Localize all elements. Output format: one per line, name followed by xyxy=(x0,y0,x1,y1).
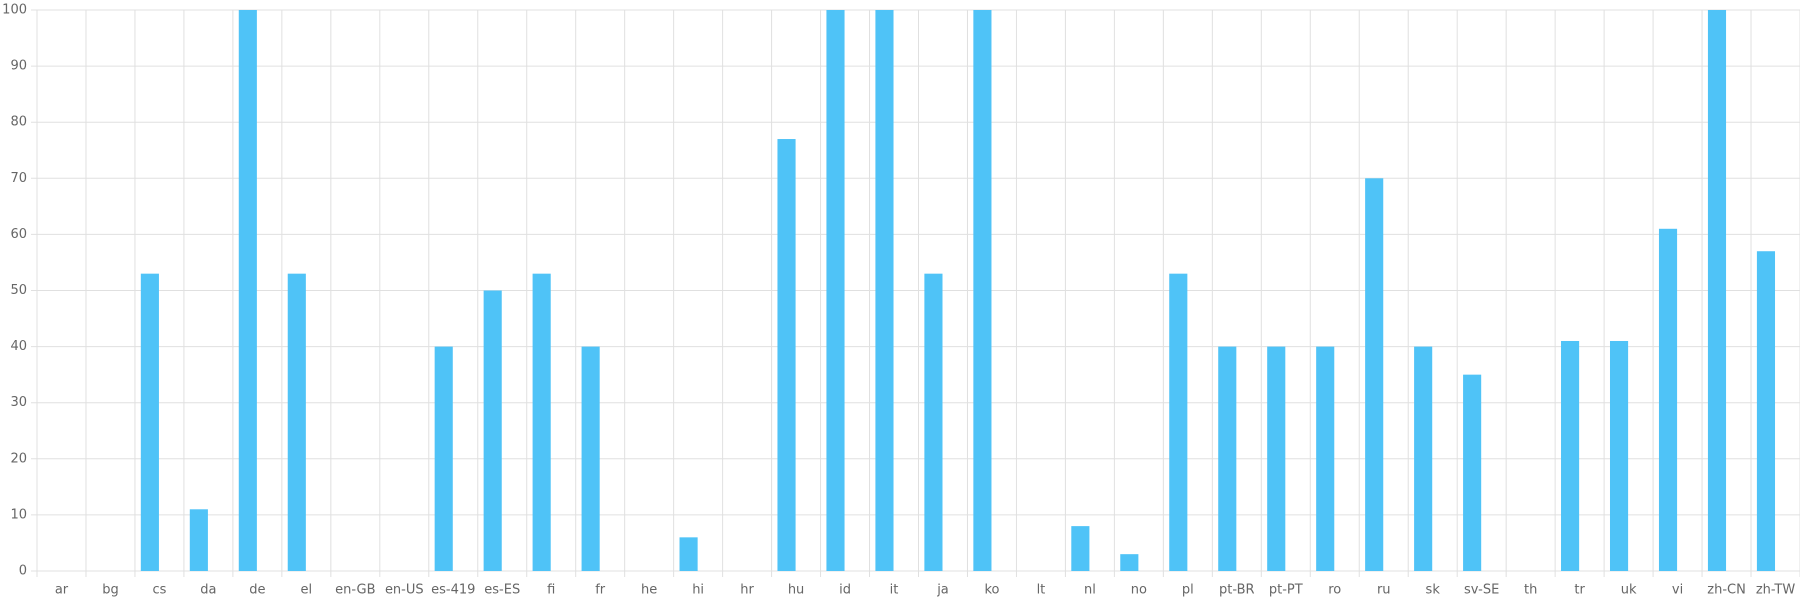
x-tick-label: zh-TW xyxy=(1756,583,1796,598)
x-tick-label: id xyxy=(839,583,851,598)
bar xyxy=(483,290,502,571)
bar xyxy=(1365,178,1384,572)
x-tick-label: pt-BR xyxy=(1219,583,1255,598)
x-tick-label: ja xyxy=(936,583,949,598)
x-tick-label: sv-SE xyxy=(1464,583,1499,598)
x-tick-label: th xyxy=(1524,583,1537,598)
bar xyxy=(532,273,551,571)
x-tick-label: uk xyxy=(1621,583,1637,598)
bar xyxy=(1316,346,1335,571)
bar xyxy=(581,346,600,571)
x-tick-label: zh-CN xyxy=(1707,583,1746,598)
x-tick-label: fi xyxy=(547,583,555,598)
bar xyxy=(1414,346,1433,571)
x-tick-label: vi xyxy=(1672,583,1683,598)
y-tick-label: 30 xyxy=(10,395,27,410)
bar xyxy=(875,10,894,571)
bar xyxy=(1071,526,1090,571)
bar xyxy=(826,10,845,571)
bar xyxy=(1218,346,1237,571)
x-tick-label: lt xyxy=(1037,583,1046,598)
x-tick-label: sk xyxy=(1426,583,1441,598)
bar xyxy=(1267,346,1286,571)
x-tick-label: es-ES xyxy=(484,583,520,598)
bar xyxy=(189,509,208,571)
bar xyxy=(1658,228,1678,572)
bar xyxy=(434,346,453,571)
x-tick-label: cs xyxy=(152,583,166,598)
x-tick-label: it xyxy=(890,583,899,598)
y-tick-label: 40 xyxy=(10,339,27,354)
bar xyxy=(1120,554,1139,571)
x-tick-label: de xyxy=(249,583,265,598)
bar xyxy=(973,10,992,571)
x-tick-label: el xyxy=(301,583,313,598)
x-tick-label: en-GB xyxy=(335,583,375,598)
x-tick-label: ar xyxy=(55,583,69,598)
bar xyxy=(1707,10,1727,571)
x-tick-label: hu xyxy=(788,583,804,598)
x-tick-label: pl xyxy=(1182,583,1194,598)
bar xyxy=(140,273,159,571)
x-tick-label: pt-PT xyxy=(1269,583,1303,598)
x-tick-label: he xyxy=(641,583,657,598)
y-tick-label: 10 xyxy=(10,507,27,522)
bar xyxy=(1169,273,1188,571)
y-tick-label: 50 xyxy=(10,283,27,298)
y-tick-label: 0 xyxy=(19,564,27,579)
x-tick-label: ro xyxy=(1328,583,1341,598)
bar xyxy=(1756,251,1776,572)
bar xyxy=(1463,374,1482,571)
y-tick-label: 70 xyxy=(10,171,27,186)
y-tick-label: 90 xyxy=(10,59,27,74)
x-tick-label: es-419 xyxy=(431,583,475,598)
x-tick-label: da xyxy=(200,583,216,598)
x-tick-label: en-US xyxy=(385,583,424,598)
bar xyxy=(777,139,796,571)
x-tick-label: ko xyxy=(984,583,999,598)
bar xyxy=(1609,340,1629,571)
y-tick-label: 80 xyxy=(10,115,27,130)
bar xyxy=(238,10,257,571)
x-tick-label: ru xyxy=(1377,583,1391,598)
bar xyxy=(924,273,943,571)
x-tick-label: tr xyxy=(1574,583,1585,598)
y-tick-label: 20 xyxy=(10,451,27,466)
x-tick-label: no xyxy=(1131,583,1147,598)
x-tick-label: hr xyxy=(740,583,754,598)
y-tick-label: 60 xyxy=(10,227,27,242)
bar xyxy=(679,537,698,571)
x-tick-label: fr xyxy=(595,583,606,598)
bar xyxy=(1561,340,1580,571)
x-tick-label: bg xyxy=(102,583,119,598)
y-tick-label: 100 xyxy=(2,3,27,18)
x-tick-label: nl xyxy=(1084,583,1096,598)
x-tick-label: hi xyxy=(692,583,704,598)
bar xyxy=(287,273,306,571)
